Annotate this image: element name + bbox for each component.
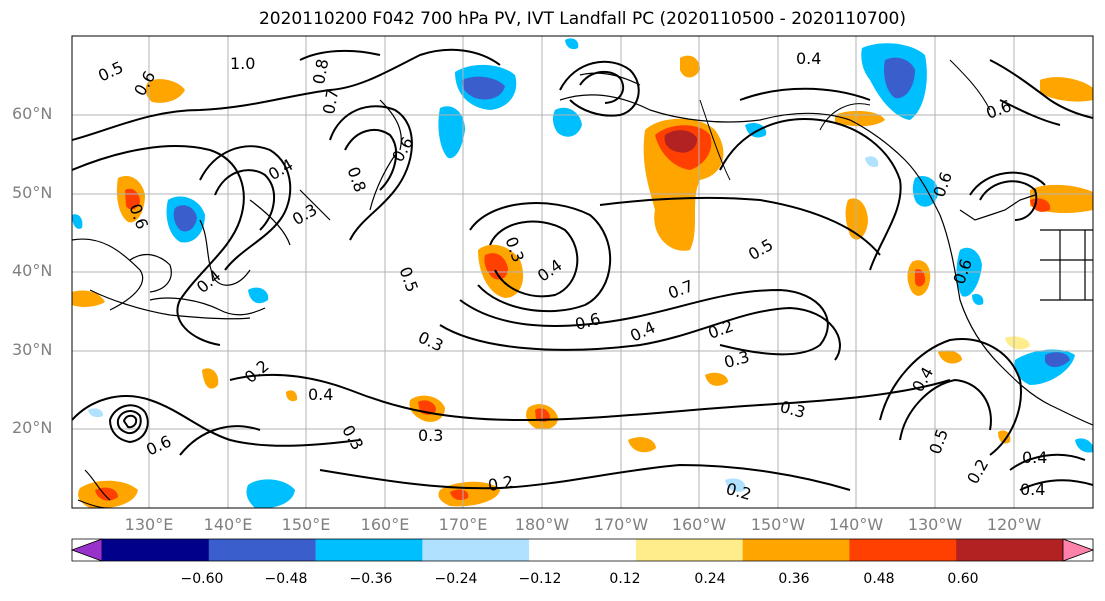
map-frame [71, 35, 1094, 509]
lat-label-60n: 60°N [12, 104, 53, 123]
colorbar-segment [315, 539, 423, 561]
colorbar-tick-label: −0.12 [518, 571, 562, 587]
colorbar-segment [529, 539, 637, 561]
colorbar-segment [635, 539, 744, 561]
colorbar [70, 538, 1095, 562]
lon-label: 170°W [593, 515, 649, 534]
colorbar-segment [956, 539, 1064, 561]
map-title: 2020110200 F042 700 hPa PV, IVT Landfall… [258, 9, 906, 29]
lon-label: 140°E [203, 515, 253, 534]
lon-label: 160°E [360, 515, 410, 534]
colorbar-extend-low [70, 538, 103, 562]
colorbar-tick-label: 0.60 [947, 571, 979, 587]
lon-label: 150°W [750, 515, 806, 534]
lon-label: 140°W [828, 515, 884, 534]
contour-label: 0.4 [796, 49, 822, 68]
coastlines [72, 72, 1093, 508]
lat-label-40n: 40°N [12, 261, 53, 280]
lat-label-30n: 30°N [12, 340, 53, 359]
lon-label: 120°W [986, 515, 1042, 534]
lon-label: 130°E [124, 515, 174, 534]
contour-label: 0.3 [418, 426, 444, 445]
colorbar-tick-label: 0.24 [694, 571, 726, 587]
colorbar-segment [742, 539, 850, 561]
contour-label: 1.0 [230, 54, 256, 73]
colorbar-segment [849, 539, 957, 561]
lon-label: 130°W [907, 515, 963, 534]
colorbar-tick-label: −0.60 [180, 571, 224, 587]
colorbar-tick-label: 0.48 [863, 571, 895, 587]
lat-label-20n: 20°N [12, 418, 53, 437]
contour-label: 0.4 [1022, 448, 1048, 467]
colorbar-tick-label: 0.36 [778, 571, 810, 587]
colorbar-segment [422, 539, 530, 561]
lat-label-50n: 50°N [12, 183, 53, 202]
colorbar-tick-label: −0.36 [349, 571, 393, 587]
lon-label: 150°E [281, 515, 331, 534]
colorbar-tick-label: −0.48 [264, 571, 308, 587]
minor-contours [699, 59, 991, 181]
lon-label: 160°W [671, 515, 727, 534]
colorbar-tick-label: −0.24 [434, 571, 478, 587]
contour-label: 0.4 [308, 385, 334, 404]
colorbar-segments [70, 538, 1095, 562]
colorbar-tick-label: 0.12 [609, 571, 641, 587]
lon-label: 170°E [438, 515, 488, 534]
pv-contours [72, 48, 1093, 491]
colorbar-frame [71, 538, 1094, 562]
contour-label: 0.4 [1020, 480, 1046, 499]
colorbar-segment [102, 539, 210, 561]
colorbar-extend-high [1062, 538, 1095, 562]
lon-label: 180°W [514, 515, 570, 534]
colorbar-segment [208, 539, 317, 561]
